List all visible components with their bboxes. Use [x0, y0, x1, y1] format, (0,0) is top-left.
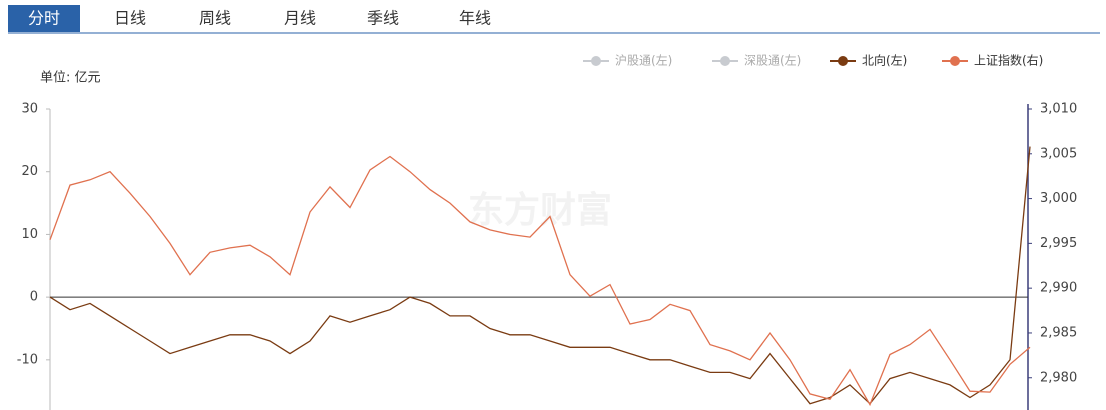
tab[interactable]: 月线: [284, 9, 316, 28]
tab[interactable]: 日线: [114, 9, 146, 28]
legend-label[interactable]: 上证指数(右): [974, 53, 1043, 68]
legend-label[interactable]: 北向(左): [862, 53, 907, 68]
tab[interactable]: 分时: [28, 9, 60, 28]
legend-marker: [591, 56, 601, 66]
legend-label[interactable]: 沪股通(左): [615, 53, 672, 68]
legend-marker: [720, 56, 730, 66]
y2-tick-label: 3,005: [1040, 146, 1077, 161]
tab[interactable]: 季线: [367, 9, 399, 28]
series-line: [49, 146, 1031, 405]
y2-tick-label: 3,000: [1040, 191, 1077, 206]
y2-tick-label: 3,010: [1040, 102, 1077, 117]
tab[interactable]: 年线: [459, 9, 491, 28]
series-line: [49, 155, 1031, 407]
y-tick-label: 20: [21, 164, 38, 179]
tab-active-bg: [8, 5, 80, 32]
y-tick-label: 10: [21, 227, 38, 242]
y2-tick-label: 2,980: [1040, 370, 1077, 385]
y2-tick-label: 2,990: [1040, 281, 1077, 296]
tab[interactable]: 周线: [199, 9, 231, 28]
y2-tick-label: 2,995: [1040, 236, 1077, 251]
y-tick-label: -10: [17, 352, 38, 367]
watermark: 东方财富: [468, 189, 612, 231]
legend-marker: [950, 56, 960, 66]
y2-tick-label: 2,985: [1040, 325, 1077, 340]
unit-label: 单位: 亿元: [40, 71, 101, 86]
y-tick-label: 30: [21, 102, 38, 117]
y-tick-label: 0: [30, 290, 38, 305]
legend-marker: [838, 56, 848, 66]
legend-label[interactable]: 深股通(左): [744, 53, 801, 68]
